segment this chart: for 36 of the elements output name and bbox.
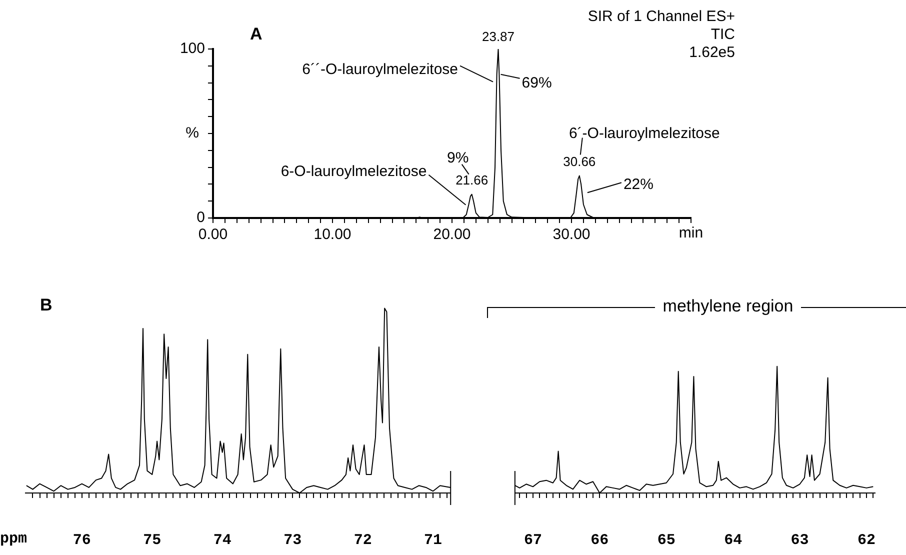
text: SIR of 1 Channel ES+: [588, 8, 736, 26]
x-tick-label: 30.00: [552, 226, 590, 244]
text: TIC: [710, 26, 736, 44]
x-tick-label: 63: [790, 532, 809, 549]
x-axis-title: ppm: [0, 530, 28, 548]
x-tick-label: 73: [284, 532, 302, 549]
x-tick-label: 72: [354, 532, 372, 549]
chart-title: B: [40, 296, 52, 315]
x-tick-label: 64: [724, 532, 742, 549]
x-tick-label: 20.00: [433, 226, 471, 244]
annotation: 9%: [446, 149, 469, 166]
annotation: 69%: [522, 74, 552, 92]
x-tick-label: 76: [72, 532, 91, 549]
x-tick-label: 66: [590, 532, 609, 549]
x-axis-title: min: [678, 224, 704, 242]
x-tick-label: 71: [424, 532, 442, 549]
y-axis-title: %: [186, 124, 199, 142]
annotation: 1.62e5: [689, 44, 735, 62]
annotation: 22%: [623, 176, 654, 193]
chart-title: A: [250, 24, 262, 44]
annotation: 6´-O-lauroylmelezitose: [568, 124, 720, 142]
x-tick-label: 67: [524, 532, 542, 549]
annotation: 21.66: [456, 172, 488, 188]
x-tick-label: 75: [143, 532, 162, 549]
x-tick-label: 74: [213, 532, 232, 549]
x-tick-label: 62: [857, 532, 876, 549]
y-tick-label: 0: [196, 209, 205, 226]
x-tick-label: 10.00: [314, 226, 352, 244]
annotation: 6´´-O-lauroylmelezitose: [302, 60, 458, 78]
text: methylene region: [662, 296, 794, 316]
annotation: 6-O-lauroylmelezitose: [280, 163, 427, 180]
annotation: 30.66: [563, 154, 596, 169]
annotation: 23.87: [482, 29, 515, 44]
y-tick-label: 100: [180, 40, 205, 58]
x-tick-label: 0.00: [198, 226, 228, 244]
x-tick-label: 65: [657, 532, 676, 549]
